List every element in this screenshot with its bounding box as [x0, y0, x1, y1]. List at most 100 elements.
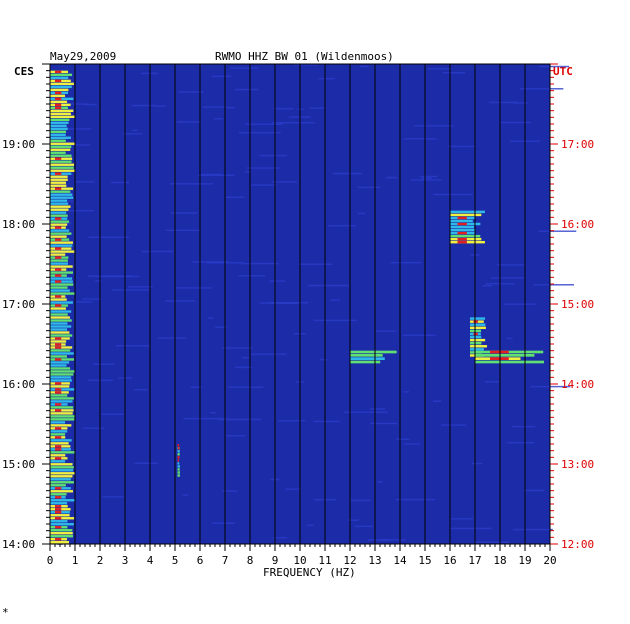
heat-cell-peak [55, 436, 62, 439]
heat-cell [50, 355, 67, 358]
heat-cell-peak [457, 216, 467, 220]
heat-cell [50, 433, 66, 436]
noise-streak [395, 498, 436, 501]
heat-cell-peak [457, 237, 467, 241]
heat-cell [50, 73, 73, 77]
x-tick-label: 6 [197, 554, 204, 567]
noise-streak [513, 528, 553, 531]
x-tick-label: 5 [172, 554, 179, 567]
heat-cell-peak [55, 427, 62, 430]
noise-streak [403, 138, 437, 140]
noise-streak [202, 106, 225, 108]
heat-cell [470, 317, 486, 320]
x-tick-label: 19 [518, 554, 531, 567]
heat-cell [350, 357, 385, 360]
heat-cell [475, 350, 544, 354]
heat-cell [177, 444, 180, 447]
noise-streak [242, 356, 251, 359]
noise-streak [318, 77, 335, 80]
noise-streak [51, 144, 91, 146]
heat-cell [50, 262, 68, 265]
heat-cell [50, 283, 74, 286]
frequency-gridlines [74, 64, 526, 544]
noise-streak [379, 539, 391, 541]
heat-cell [50, 328, 68, 331]
heat-cell-peak [55, 388, 62, 391]
heat-cell-peak [55, 487, 62, 490]
noise-streak [56, 128, 92, 130]
heat-cell-peak [55, 403, 62, 406]
noise-streak [82, 298, 102, 300]
noise-streak [170, 183, 214, 185]
x-tick-label: 1 [72, 554, 79, 567]
heat-cell-peak [55, 97, 62, 101]
heat-cell-peak [55, 268, 62, 271]
noise-streak [259, 302, 274, 304]
heat-cell [50, 253, 66, 256]
noise-streak [212, 522, 235, 524]
heat-cell [50, 316, 70, 319]
heat-cell [50, 76, 69, 80]
noise-streak [222, 490, 238, 492]
heat-feature-5 [177, 444, 180, 477]
heat-cell-peak [55, 343, 62, 346]
heat-cell [50, 349, 71, 352]
noise-streak [484, 380, 499, 383]
heat-cell [177, 465, 180, 468]
noise-streak [245, 123, 284, 125]
heat-cell [50, 376, 72, 379]
noise-streak [293, 64, 317, 66]
noise-streak [390, 261, 422, 264]
heat-cell [50, 211, 67, 214]
heat-cell-peak [55, 358, 62, 361]
noise-streak [354, 525, 373, 528]
noise-streak [421, 177, 432, 180]
right-tick-label: 13:00 [561, 458, 594, 471]
noise-streak [84, 103, 97, 106]
heat-cell-peak [55, 409, 62, 412]
heat-cell [50, 148, 71, 151]
heat-cell [50, 370, 75, 373]
chart-station-title: RWMO HHZ BW 01 (Wildenmoos) [215, 50, 394, 63]
noise-streak [131, 104, 156, 107]
heat-cell [50, 406, 74, 409]
heat-cell [50, 424, 72, 427]
noise-streak [259, 154, 287, 157]
noise-streak [396, 438, 410, 440]
heat-cell [50, 367, 71, 370]
noise-streak [165, 229, 201, 232]
heat-cell [50, 250, 75, 253]
plot-frame [49, 63, 551, 545]
heat-cell [350, 354, 383, 357]
noise-streak [226, 106, 235, 109]
heat-cell [50, 205, 71, 208]
heat-cell-peak [55, 103, 62, 107]
heat-cell [470, 323, 486, 326]
noise-streak [182, 494, 189, 496]
noise-streak [246, 167, 280, 169]
noise-streak [308, 284, 349, 287]
footer-mark: * [2, 606, 9, 619]
heat-cell [50, 394, 68, 397]
heat-cell [50, 202, 69, 205]
noise-streak [87, 275, 132, 277]
left-tick-label: 18:00 [2, 218, 35, 231]
noise-streak [451, 518, 473, 520]
noise-streak [278, 419, 306, 422]
heat-cell [50, 214, 68, 217]
heat-cell-peak [55, 79, 62, 83]
noise-streak [411, 179, 442, 181]
heat-feature-1 [350, 350, 397, 364]
noise-streak [141, 250, 174, 253]
noise-streak [95, 280, 102, 282]
heat-cell [50, 85, 72, 89]
heat-cell [50, 418, 75, 421]
heat-cell [50, 400, 73, 403]
x-tick-label: 14 [393, 554, 407, 567]
heat-cell [470, 348, 484, 351]
heat-cell [50, 244, 73, 247]
heat-cell [470, 341, 482, 345]
heat-cell [470, 326, 486, 330]
noise-streak [497, 264, 525, 266]
x-tick-label: 11 [318, 554, 331, 567]
